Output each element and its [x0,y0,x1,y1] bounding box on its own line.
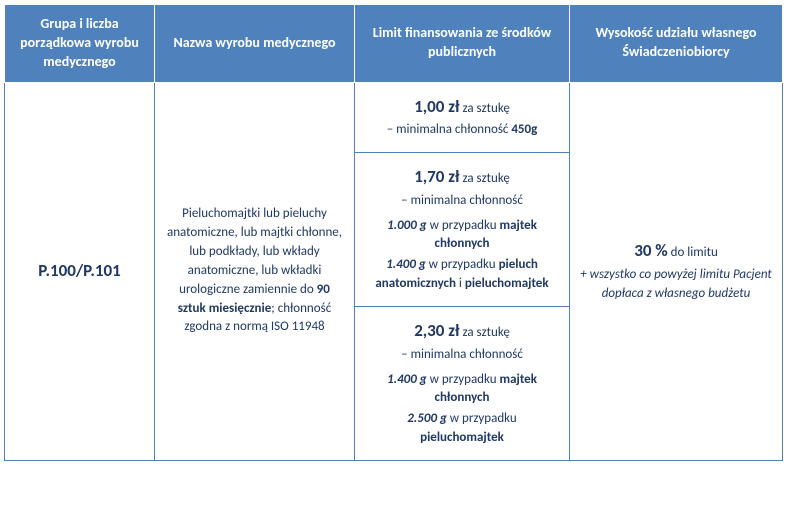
tier-3-cell: 2,30 zł za sztukę – minimalna chłonność … [355,307,570,461]
tier-3-a-txt: w przypadku [427,372,500,387]
tier-1-cell: 1,00 zł za sztukę – minimalna chłonność … [355,82,570,152]
tier-1-sub-bold: 450g [511,122,537,137]
tier-2-price: 1,70 zł [414,166,459,187]
tier-2-b-and: i [456,276,465,291]
tier-3-sub: – minimalna chłonność [365,346,559,365]
share-percent: 30 % [634,240,667,261]
tier-2-b-txt: w przypadku [426,257,499,272]
product-desc-cell: Pieluchomajtki lub pieluchy anatomiczne,… [155,82,355,460]
table-header-row: Grupa i liczba porządkowa wyrobu medyczn… [5,5,783,83]
tier-2-per: za sztukę [460,171,510,186]
header-share: Wysokość udziału własnego Świadczeniobio… [570,5,783,83]
tier-2-a-txt: w przypadku [427,218,500,233]
tier-3-price: 2,30 zł [414,320,459,341]
tier-3-b-txt: w przypadku [447,411,517,426]
tier-3-per: za sztukę [460,325,510,340]
tier-3-b-item: pieluchomajtek [420,430,504,445]
reimbursement-table: Grupa i liczba porządkowa wyrobu medyczn… [4,4,783,461]
tier-2-cell: 1,70 zł za sztukę – minimalna chłonność … [355,153,570,307]
tier-3-a-val: 1.400 g [387,372,427,387]
share-percent-txt: do limitu [668,245,718,260]
share-note: + wszystko co powyżej limitu Pacjent dop… [580,266,772,304]
tier-1-sub: – minimalna chłonność [387,122,512,137]
tier-1-per: za sztukę [460,101,510,116]
header-limit: Limit finansowania ze środków publicznyc… [355,5,570,83]
group-code: P.100/P.101 [38,260,120,281]
tier-3-b-val: 2.500 g [407,411,447,426]
share-cell: 30 % do limitu + wszystko co powyżej lim… [570,82,783,460]
tier-2-sub: – minimalna chłonność [365,192,559,211]
header-product: Nazwa wyrobu medycznego [155,5,355,83]
table-row: P.100/P.101 Pieluchomajtki lub pieluchy … [5,82,783,152]
tier-2-b-item2: pieluchomajtek [465,276,549,291]
tier-1-price: 1,00 zł [414,96,459,117]
header-group: Grupa i liczba porządkowa wyrobu medyczn… [5,5,155,83]
tier-2-b-val: 1.400 g [386,257,426,272]
tier-2-a-val: 1.000 g [387,218,427,233]
group-code-cell: P.100/P.101 [5,82,155,460]
